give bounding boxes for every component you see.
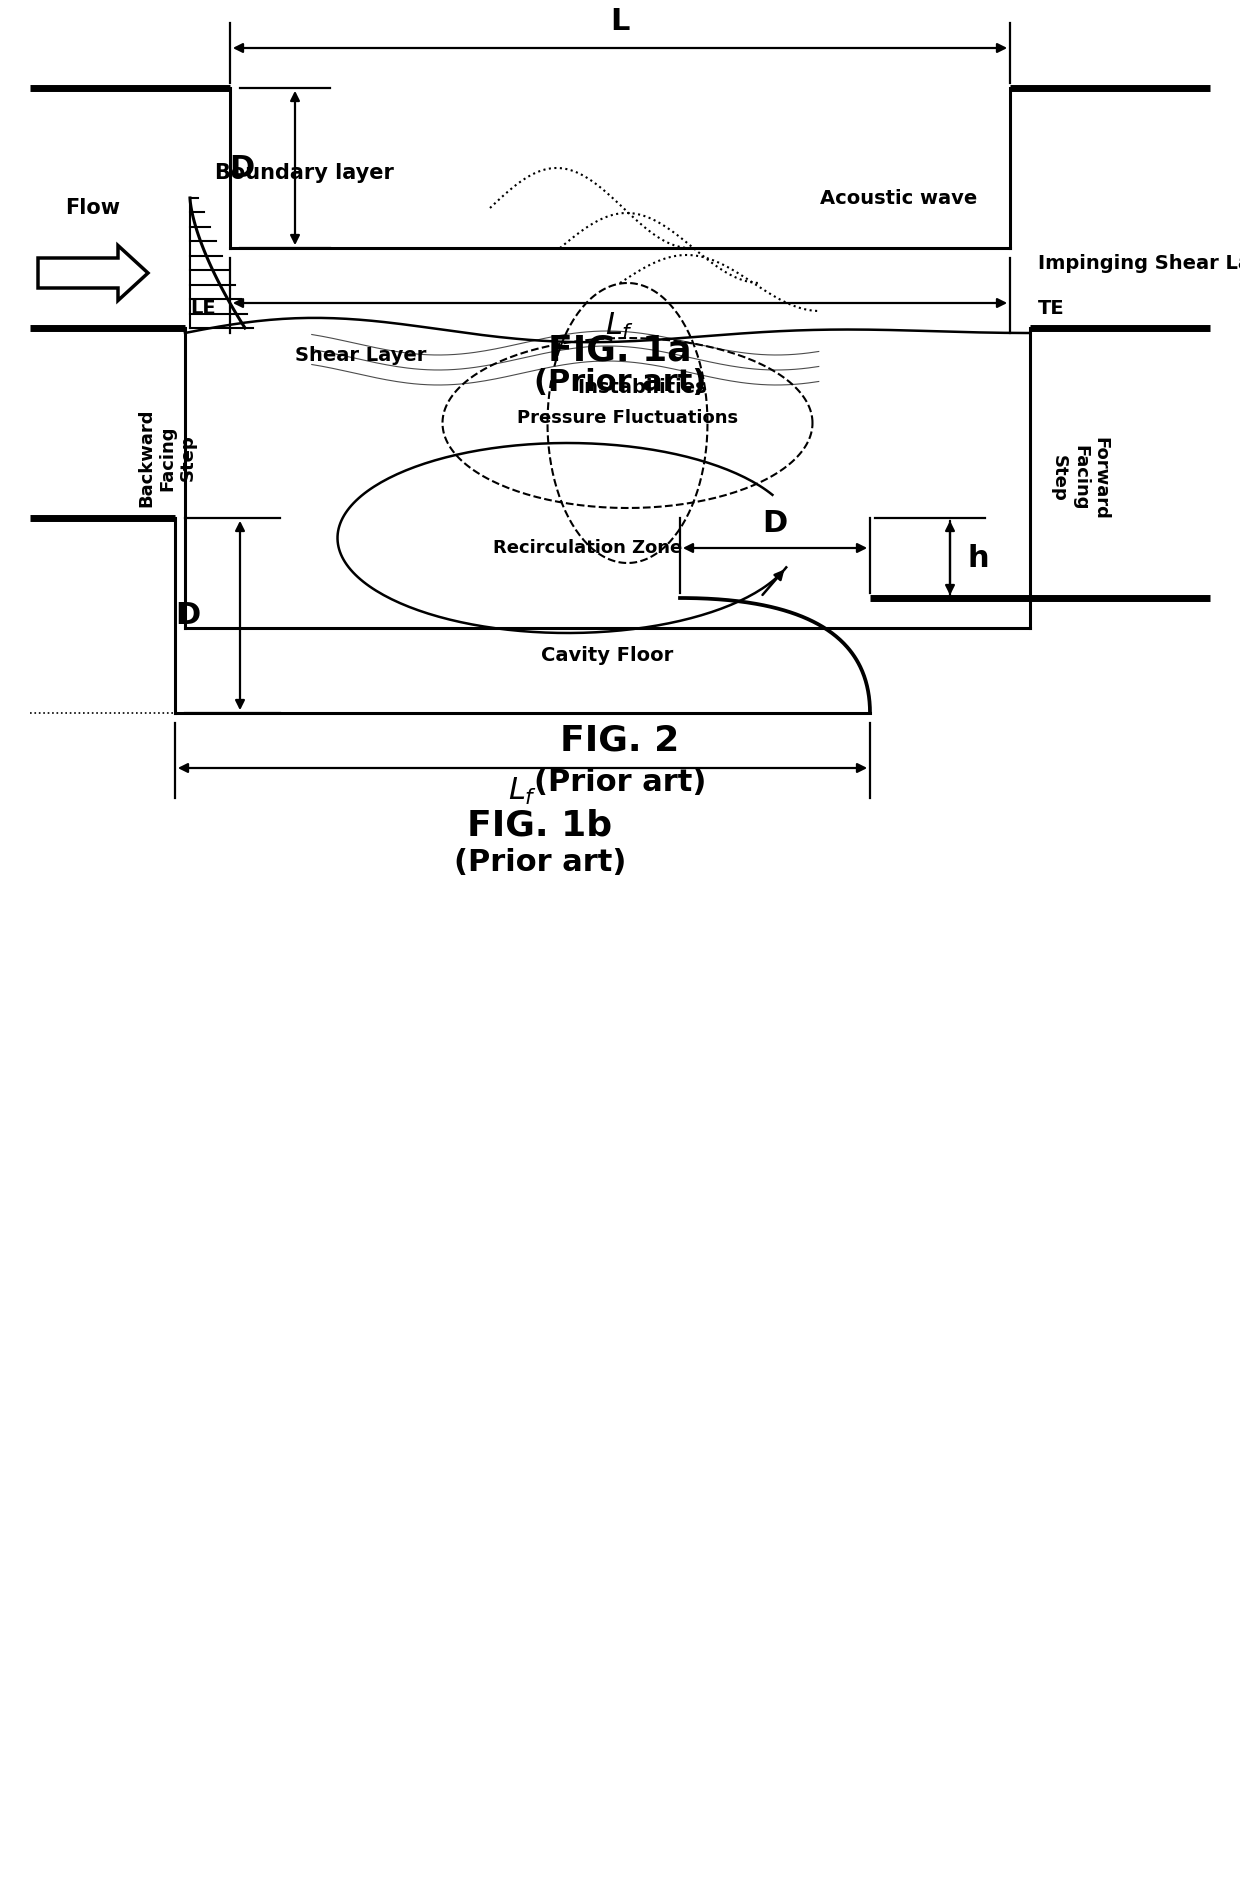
Text: D: D (175, 602, 200, 630)
Text: D: D (229, 154, 255, 182)
Text: FIG. 1b: FIG. 1b (467, 809, 613, 843)
Text: Boundary layer: Boundary layer (215, 163, 394, 182)
Text: Recirculation Zone: Recirculation Zone (492, 539, 682, 556)
FancyArrow shape (38, 245, 148, 300)
Text: Forward
Facing
Step: Forward Facing Step (1050, 437, 1110, 520)
Text: FIG. 2: FIG. 2 (560, 723, 680, 757)
Text: (Prior art): (Prior art) (533, 368, 707, 397)
Text: Backward
Facing
Step: Backward Facing Step (138, 408, 197, 507)
Text: FIG. 1a: FIG. 1a (548, 332, 692, 366)
Text: LE: LE (190, 300, 216, 319)
Text: $L_f$: $L_f$ (508, 776, 537, 807)
Text: Impinging Shear Layer: Impinging Shear Layer (1038, 254, 1240, 273)
Text: h: h (968, 543, 990, 573)
Text: Pressure Fluctuations: Pressure Fluctuations (517, 408, 738, 427)
Text: Cavity Floor: Cavity Floor (542, 645, 673, 664)
Text: (Prior art): (Prior art) (533, 769, 707, 797)
Text: TE: TE (1038, 300, 1065, 319)
Text: $L_f$: $L_f$ (605, 311, 635, 342)
Text: Instabilities: Instabilities (578, 378, 707, 397)
Text: D: D (763, 509, 787, 537)
Text: Flow: Flow (66, 197, 120, 218)
Text: Acoustic wave: Acoustic wave (820, 188, 977, 207)
Text: (Prior art): (Prior art) (454, 848, 626, 877)
Text: Shear Layer: Shear Layer (295, 345, 427, 364)
Text: L: L (610, 8, 630, 36)
